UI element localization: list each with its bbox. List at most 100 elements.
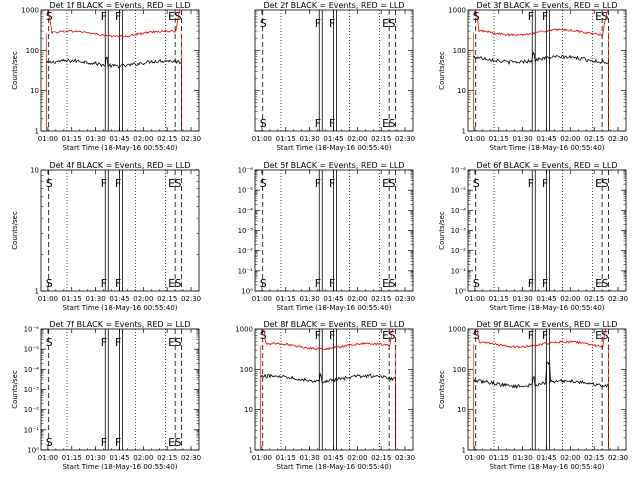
marker-label: F [528, 10, 534, 23]
x-tick-label: 02:00 [133, 454, 153, 462]
panel-title: Det 7f BLACK = Events, RED = LLD [49, 320, 190, 329]
x-tick-label: 01:00 [465, 135, 485, 143]
x-tick-label: 02:00 [347, 454, 367, 462]
x-tick-label: 01:00 [38, 135, 58, 143]
lld-series-line [46, 9, 182, 38]
y-tick-label: 10⁻³ [238, 227, 254, 235]
marker-label-bottom: S [46, 277, 53, 290]
y-tick-label: 10⁻⁴ [24, 366, 40, 374]
x-tick-label: 01:45 [536, 295, 556, 303]
events-series-line [473, 51, 609, 65]
marker-label-bottom: S [260, 117, 267, 130]
x-tick-label: 01:45 [323, 454, 343, 462]
panel-title: Det 9f BLACK = Events, RED = LLD [476, 320, 617, 329]
y-tick-label: 1000 [448, 326, 466, 334]
marker-label-bottom: F [101, 277, 107, 290]
x-tick-label: 01:45 [109, 454, 129, 462]
x-tick-label: 01:45 [536, 135, 556, 143]
marker-label: S [46, 177, 53, 190]
x-tick-label: 02:00 [560, 295, 580, 303]
x-axis-label: Start Time (18-May-16 00:55:40) [276, 304, 391, 312]
x-tick-label: 02:15 [157, 295, 177, 303]
x-tick-label: 01:45 [109, 135, 129, 143]
marker-label: F [101, 336, 107, 349]
marker-label: S [389, 177, 396, 190]
y-tick-label: 1 [35, 288, 39, 296]
y-tick-label: 100 [240, 366, 253, 374]
marker-label: S [46, 336, 53, 349]
marker-label: E [168, 336, 175, 349]
y-tick-label: 10⁻¹ [451, 267, 467, 275]
x-tick-label: 01:30 [86, 135, 106, 143]
marker-label: S [260, 17, 267, 30]
x-tick-label: 01:15 [62, 454, 82, 462]
y-tick-label: 10⁰ [27, 447, 39, 455]
marker-label: F [542, 177, 548, 190]
marker-label-bottom: F [101, 436, 107, 449]
marker-label: E [595, 329, 602, 342]
y-tick-label: 10⁻⁴ [238, 207, 254, 215]
events-series-line [260, 372, 396, 384]
y-tick-label: 10⁰ [454, 288, 466, 296]
marker-label: S [602, 10, 609, 23]
marker-label: F [315, 329, 321, 342]
marker-label: S [260, 329, 267, 342]
plot-frame [40, 169, 200, 292]
x-tick-label: 02:15 [584, 454, 604, 462]
x-tick-label: 02:30 [395, 295, 415, 303]
x-tick-label: 02:15 [371, 135, 391, 143]
x-axis-label: Start Time (18-May-16 00:55:40) [489, 144, 604, 152]
y-axis-label: Counts/sec [438, 51, 446, 90]
marker-label: F [315, 17, 321, 30]
y-tick-label: 10⁻⁶ [24, 326, 40, 334]
x-axis-label: Start Time (18-May-16 00:55:40) [489, 463, 604, 471]
detector-panel-2: Det 2f BLACK = Events, RED = LLD 01:00 01:… [252, 1, 415, 152]
marker-label-bottom: S [389, 277, 396, 290]
y-axis-label: Counts/sec [11, 211, 19, 250]
marker-label-bottom: E [382, 117, 389, 130]
marker-label: F [542, 10, 548, 23]
marker-label: E [595, 10, 602, 23]
x-tick-label: 02:00 [133, 295, 153, 303]
marker-label: F [115, 10, 121, 23]
marker-label-bottom: F [542, 277, 548, 290]
x-tick-label: 01:30 [86, 295, 106, 303]
plot-frame [467, 9, 627, 132]
y-tick-label: 10⁻⁵ [24, 346, 40, 354]
marker-label: F [315, 177, 321, 190]
x-tick-label: 02:15 [371, 454, 391, 462]
marker-label-bottom: F [115, 277, 121, 290]
marker-label: S [602, 329, 609, 342]
x-tick-label: 01:15 [62, 295, 82, 303]
x-tick-label: 02:15 [584, 295, 604, 303]
y-tick-label: 1000 [448, 7, 466, 15]
x-tick-label: 01:45 [536, 454, 556, 462]
marker-label: S [175, 177, 182, 190]
panel-title: Det 1f BLACK = Events, RED = LLD [49, 1, 190, 10]
x-tick-label: 02:30 [395, 135, 415, 143]
marker-label-bottom: F [528, 277, 534, 290]
y-tick-label: 10⁻³ [24, 386, 40, 394]
marker-label-bottom: S [473, 277, 480, 290]
x-tick-label: 01:30 [513, 135, 533, 143]
y-tick-label: 10⁻² [238, 247, 254, 255]
y-tick-label: 10⁻⁴ [451, 207, 467, 215]
marker-label: S [175, 336, 182, 349]
x-axis-label: Start Time (18-May-16 00:55:40) [276, 144, 391, 152]
x-axis-label: Start Time (18-May-16 00:55:40) [62, 144, 177, 152]
y-tick-label: 10 [30, 87, 39, 95]
marker-label: F [528, 177, 534, 190]
x-tick-label: 01:00 [38, 454, 58, 462]
marker-label: F [101, 10, 107, 23]
detector-panel-9: Det 9f BLACK = Events, RED = LLD 01:00 01:… [438, 320, 628, 471]
x-tick-label: 01:15 [489, 295, 509, 303]
detector-panel-5: Det 5f BLACK = Events, RED = LLD 01:00 01:… [238, 161, 416, 312]
y-tick-label: 1000 [235, 326, 253, 334]
marker-label-bottom: F [329, 277, 335, 290]
marker-label-bottom: E [595, 277, 602, 290]
detector-panel-7: Det 7f BLACK = Events, RED = LLD 01:00 01:… [11, 320, 201, 471]
detector-panel-1: Det 1f BLACK = Events, RED = LLD 01:00 01:… [11, 1, 201, 152]
marker-label: F [542, 329, 548, 342]
x-tick-label: 01:15 [489, 135, 509, 143]
